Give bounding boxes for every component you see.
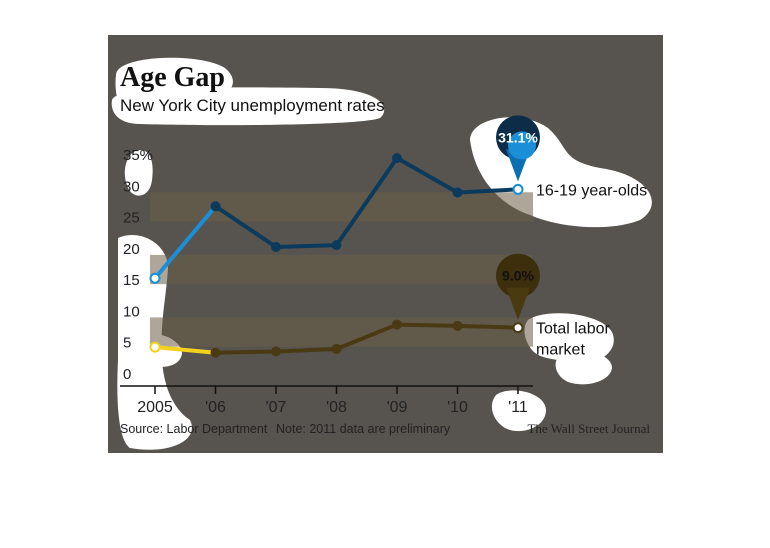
- data-point: [149, 341, 161, 353]
- y-axis-ticks: 35% 30 25 20 15 10 5 0: [123, 147, 153, 383]
- data-point: [452, 320, 463, 331]
- chart-subtitle: New York City unemployment rates: [120, 96, 385, 115]
- data-point: [392, 319, 402, 330]
- highlight-last-tick: [491, 390, 546, 432]
- y-tick-label: 5: [123, 335, 131, 352]
- data-point: [271, 241, 281, 252]
- data-point: [210, 201, 221, 212]
- callout-pointer: [506, 287, 530, 320]
- callout-label: 31.1%: [498, 129, 538, 145]
- y-tick-label: 0: [123, 366, 131, 383]
- chart-title: Age Gap: [120, 62, 225, 93]
- x-tick-label: '07: [266, 399, 287, 416]
- x-tick-label: '08: [326, 399, 347, 416]
- data-point: [452, 187, 463, 198]
- series-line: [214, 156, 519, 249]
- series-layer: 31.1% 16-19 year-olds 9.0% Total labor marke…: [149, 115, 647, 359]
- y-tick-label: 10: [123, 303, 140, 320]
- grid-band: [150, 317, 533, 347]
- x-tick-label: '10: [447, 399, 468, 416]
- x-axis: 2005 '06 '07 '08 '09 '10 '11: [120, 385, 533, 416]
- data-point: [271, 346, 281, 357]
- y-tick-label: 25: [123, 210, 140, 227]
- y-tick-label: 15: [123, 272, 140, 289]
- x-tick-label: '11: [508, 399, 528, 416]
- series-line: [215, 322, 519, 355]
- highlight-ytick-top: [124, 150, 153, 196]
- highlight-subtitle: [111, 87, 385, 126]
- series-start-segment: [153, 204, 218, 281]
- data-point: [149, 272, 161, 284]
- grid-band: [150, 254, 533, 285]
- x-tick-label: '06: [205, 399, 226, 416]
- y-tick-label: 20: [123, 241, 140, 258]
- x-tick-label: '09: [387, 399, 408, 416]
- callout-label: 9.0%: [502, 268, 534, 284]
- highlight-total-label: [524, 313, 614, 363]
- data-note: Note: 2011 data are preliminary: [276, 422, 451, 436]
- data-point: [331, 343, 342, 354]
- callout-highlight: [508, 131, 536, 160]
- data-point: [512, 322, 524, 334]
- series-label: 16-19 year-olds: [536, 182, 647, 199]
- data-point: [331, 240, 342, 251]
- data-point: [512, 183, 524, 195]
- x-tick-label: 2005: [137, 399, 173, 416]
- series-label: market: [536, 342, 585, 359]
- series-start-segment: [153, 345, 218, 355]
- y-tick-label: 30: [123, 178, 140, 195]
- callout-bubble: [496, 253, 540, 298]
- source-note: Source: Labor Department: [120, 422, 268, 436]
- publisher-credit: The Wall Street Journal: [527, 421, 650, 436]
- y-tick-label: 35%: [123, 147, 153, 164]
- series-label: Total labor: [536, 321, 610, 338]
- highlight-total-label-lower: [555, 350, 612, 385]
- data-point: [210, 347, 221, 358]
- data-point: [392, 153, 402, 164]
